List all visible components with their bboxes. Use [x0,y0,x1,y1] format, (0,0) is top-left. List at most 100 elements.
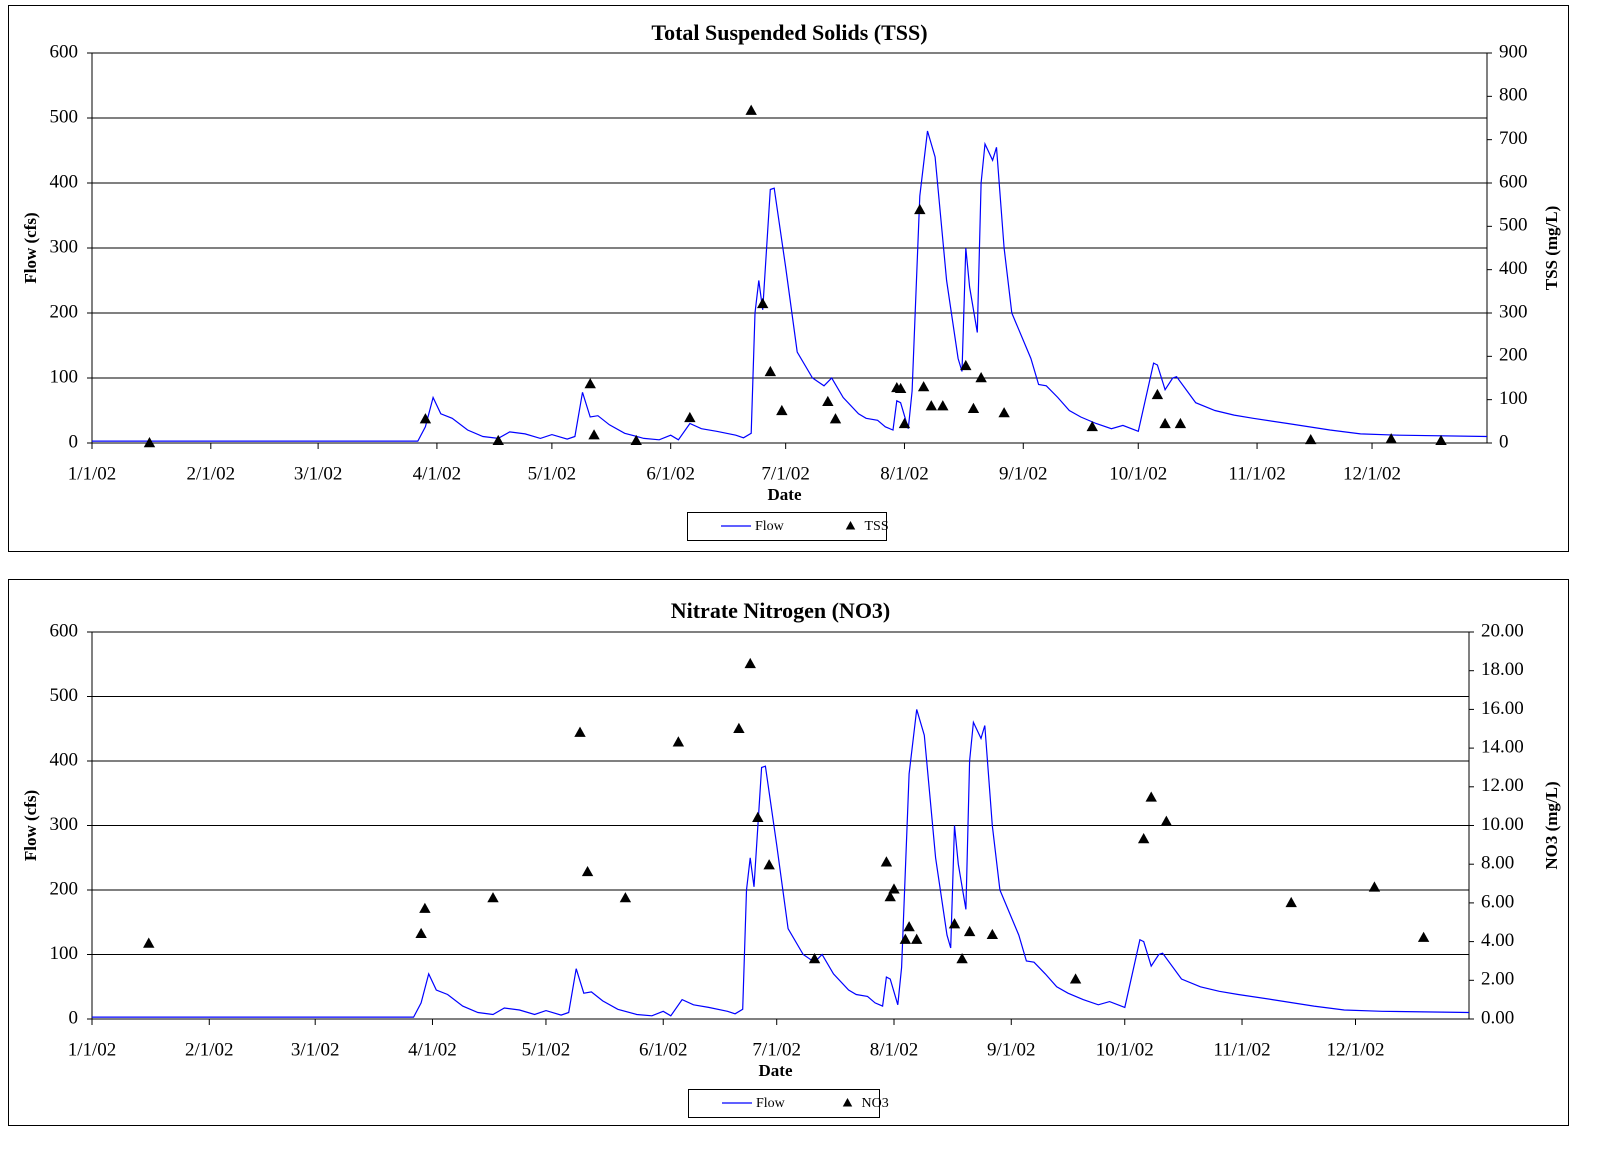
scatter-marker [756,297,769,309]
y-axis-title: Flow (cfs) [21,790,40,861]
y-axis-title: Flow (cfs) [21,212,40,283]
y2-axis-title: TSS (mg/L) [1542,206,1561,291]
scatter-marker [492,434,504,446]
x-tick-label: 8/1/02 [880,463,929,484]
y-tick-label: 0 [69,1007,79,1028]
y-tick-label: 600 [50,620,79,641]
x-tick-label: 11/1/02 [1228,463,1285,484]
x-tick-label: 4/1/02 [408,1039,457,1060]
scatter-marker [672,736,685,747]
y-tick-label: 500 [50,106,79,127]
scatter-marker [419,902,431,913]
x-tick-label: 12/1/02 [1343,463,1401,484]
scatter-marker [956,953,968,964]
x-tick-label: 1/1/02 [68,463,117,484]
scatter-marker [960,359,972,371]
x-tick-label: 5/1/02 [528,463,577,484]
y2-axis-title: NO3 (mg/L) [1542,781,1561,869]
y2-tick-label: 4.00 [1481,930,1514,951]
y2-tick-label: 300 [1499,301,1528,322]
scatter-marker [1285,896,1297,908]
scatter-marker [880,856,893,867]
scatter-marker [764,365,777,377]
scatter-marker [419,413,432,424]
scatter-marker [630,434,642,446]
scatter-marker [1160,815,1173,826]
y2-tick-label: 400 [1499,258,1528,279]
legend-box [687,512,887,541]
y-tick-label: 0 [69,431,79,452]
y2-tick-label: 700 [1499,128,1528,149]
y2-tick-label: 18.00 [1481,659,1524,680]
scatter-marker [1145,791,1157,802]
y2-tick-label: 20.00 [1481,620,1524,641]
chart-title: Nitrate Nitrogen (NO3) [671,598,891,623]
scatter-marker [588,429,600,440]
scatter-marker [937,400,949,411]
flow-line [92,130,1488,442]
y2-tick-label: 800 [1499,85,1528,106]
y2-tick-label: 600 [1499,171,1528,192]
y2-tick-label: 12.00 [1481,775,1524,796]
scatter-marker [1417,931,1430,942]
x-tick-label: 6/1/02 [639,1039,688,1060]
x-tick-label: 9/1/02 [987,1039,1036,1060]
y-tick-label: 100 [50,366,79,387]
y2-tick-label: 500 [1499,215,1528,236]
scatter-marker [143,437,156,448]
scatter-marker [917,381,930,392]
y2-tick-label: 200 [1499,345,1528,366]
legend-label: Flow [755,519,785,534]
scatter-marker [967,402,980,413]
x-tick-label: 3/1/02 [294,463,343,484]
scatter-marker [487,892,499,903]
scatter-marker [1159,417,1171,429]
scatter-marker [1174,417,1187,429]
y-tick-label: 100 [50,943,79,964]
legend-marker [845,521,856,530]
scatter-marker [1368,881,1381,892]
scatter-marker [888,883,900,894]
scatter-marker [910,933,923,944]
x-tick-label: 3/1/02 [291,1039,340,1060]
x-tick-label: 6/1/02 [646,463,695,484]
scatter-marker [684,411,696,423]
chart-frame [8,5,1569,552]
y2-tick-label: 10.00 [1481,814,1524,835]
scatter-marker [1137,833,1150,844]
scatter-marker [899,933,912,944]
scatter-marker [808,953,821,964]
scatter-marker [925,400,937,411]
scatter-marker [898,417,911,429]
x-tick-label: 7/1/02 [761,463,810,484]
scatter-marker [581,865,594,877]
y-tick-label: 200 [50,878,79,899]
scatter-marker [914,203,926,215]
scatter-marker [584,378,596,389]
scatter-marker [143,937,155,948]
y-tick-label: 300 [50,814,79,835]
scatter-marker [975,372,987,383]
scatter-marker [415,927,427,939]
scatter-marker [903,921,915,932]
legend-marker [842,1098,853,1107]
scatter-marker [986,928,999,940]
scatter-marker [744,657,756,669]
y-tick-label: 400 [50,171,79,192]
x-axis-title: Date [759,1061,793,1080]
y2-tick-label: 900 [1499,41,1528,62]
legend-label: TSS [865,519,889,534]
scatter-marker [963,925,976,937]
y2-tick-label: 0.00 [1481,1007,1514,1028]
scatter-marker [1151,388,1164,400]
scatter-marker [1385,433,1397,444]
scatter-marker [822,395,834,407]
scatter-marker [1435,434,1447,446]
scatter-marker [1086,420,1098,432]
scatter-marker [763,859,775,870]
chart-title: Total Suspended Solids (TSS) [651,20,927,45]
x-tick-label: 11/1/02 [1213,1039,1270,1060]
x-tick-label: 1/1/02 [68,1039,117,1060]
legend-label: Flow [756,1096,786,1111]
